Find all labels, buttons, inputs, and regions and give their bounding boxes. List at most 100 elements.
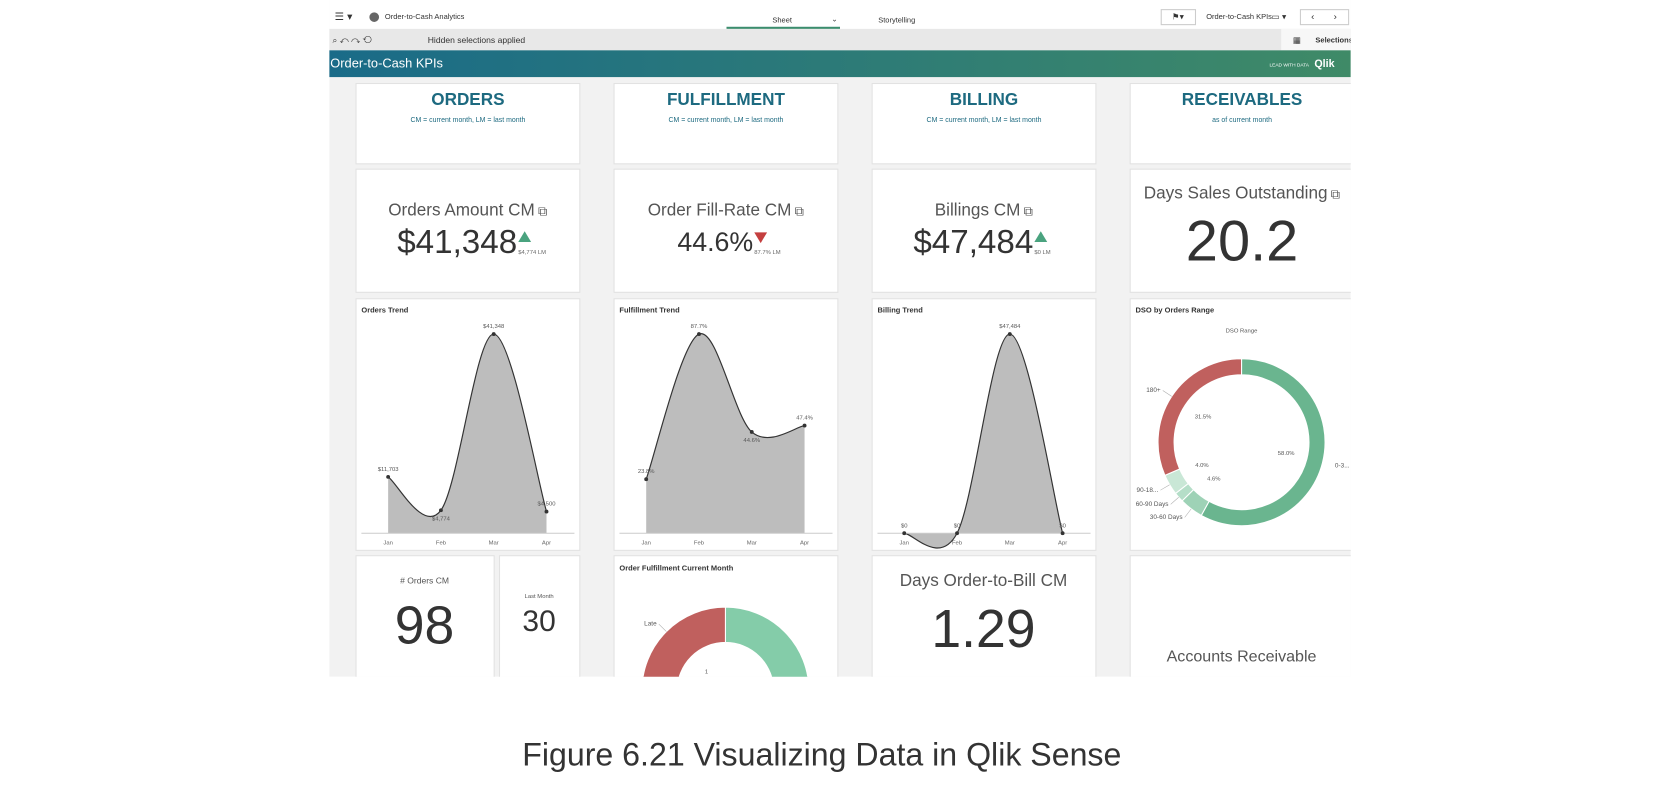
- active-tab-underline: [726, 26, 840, 29]
- section-subtitle: CM = current month, LM = last month: [410, 117, 525, 124]
- x-tick-label: Apr: [1058, 540, 1067, 546]
- data-label: $11,703: [378, 467, 400, 473]
- selections-tab[interactable]: [1281, 28, 1351, 51]
- menu-icon[interactable]: ☰ ▾: [335, 11, 354, 23]
- x-tick-label: Jan: [900, 540, 909, 546]
- data-label: $0: [1059, 523, 1066, 529]
- chart-title: DSO by Orders Range: [1136, 306, 1215, 315]
- panel: [1129, 555, 1351, 677]
- kpi-comparison: $0 LM: [1034, 250, 1050, 256]
- data-point: [439, 508, 443, 513]
- data-label: 1: [705, 669, 708, 675]
- trend-line: [645, 333, 805, 480]
- chart-title: Fulfillment Trend: [619, 306, 680, 315]
- data-label: $0: [901, 523, 908, 529]
- donut-slice: [642, 606, 726, 677]
- panel: [871, 82, 1097, 165]
- panel: [355, 82, 581, 165]
- data-label: 44.6%: [743, 438, 760, 444]
- hidden-selections-note: Hidden selections applied: [428, 35, 526, 45]
- external-link-icon[interactable]: ⧉: [1331, 186, 1340, 201]
- banner-title: Order-to-Cash KPIs: [330, 56, 443, 71]
- label-leader: [1170, 497, 1179, 505]
- prev-sheet[interactable]: ‹: [1311, 12, 1314, 23]
- section-subtitle: as of current month: [1212, 117, 1272, 124]
- data-point: [802, 423, 807, 428]
- x-tick-label: Feb: [952, 540, 963, 546]
- chart-title: Orders Trend: [361, 306, 408, 315]
- trend-line: [904, 333, 1064, 549]
- x-tick-label: Jan: [641, 540, 650, 546]
- category-label: 0-3...: [1335, 462, 1350, 469]
- tab-dropdown[interactable]: ⌄: [831, 14, 837, 23]
- next-sheet[interactable]: ›: [1334, 12, 1337, 23]
- data-label: 1: [705, 707, 708, 713]
- panel: [355, 555, 495, 677]
- kpi-title: # Orders CM: [400, 576, 449, 586]
- chart-title: Order Fulfillment Current Month: [619, 564, 733, 573]
- kpi-value: 98: [395, 597, 455, 656]
- data-label: 23.8%: [638, 469, 655, 475]
- kpi-title: Days Sales Outstanding: [1144, 182, 1328, 202]
- data-point: [955, 531, 959, 536]
- kpi-value: 30: [522, 605, 555, 638]
- kpi-value: 44.6%: [677, 227, 753, 257]
- panel: [613, 82, 839, 165]
- data-label: 4.6%: [1207, 477, 1221, 483]
- data-point: [902, 531, 907, 536]
- tab-sheet[interactable]: Sheet: [772, 15, 792, 24]
- chart-title: Billing Trend: [877, 306, 923, 315]
- data-label: $0: [954, 523, 961, 529]
- data-point: [544, 509, 549, 514]
- panel: [1129, 168, 1351, 293]
- kpi-title: Order Fill-Rate CM: [648, 199, 792, 219]
- kpi-value: $47,484: [913, 224, 1033, 261]
- label-leader: [1160, 484, 1170, 491]
- app-name[interactable]: Order-to-Cash Analytics: [385, 12, 465, 21]
- x-tick-label: Apr: [542, 540, 551, 546]
- kpi-title: Last Month: [525, 594, 554, 600]
- data-label: 47.4%: [796, 416, 813, 422]
- section-title: RECEIVABLES: [1182, 89, 1303, 109]
- kpi-comparison: 87.7% LM: [754, 250, 781, 256]
- toolbar-icons[interactable]: ⌕ ↶ ↷ ⟲: [332, 35, 372, 45]
- data-label: $4,500: [538, 502, 557, 508]
- kpi-value: $41,348: [397, 224, 517, 261]
- category-label: 90-18...: [1137, 487, 1159, 494]
- data-point: [1060, 531, 1065, 536]
- data-label: $41,348: [483, 324, 505, 330]
- sheet-icon: ▭ ▾: [1272, 11, 1287, 21]
- banner-tagline: LEAD WITH DATA: [1269, 63, 1309, 69]
- sheet-selector[interactable]: Order-to-Cash KPIs: [1206, 12, 1272, 21]
- data-label: $4,774: [432, 516, 451, 522]
- section-title: FULFILLMENT: [667, 89, 785, 109]
- nav-buttons[interactable]: [1299, 9, 1350, 26]
- trend-line: [387, 333, 548, 518]
- x-tick-label: Jan: [383, 540, 392, 546]
- tab-storytelling[interactable]: Storytelling: [878, 15, 915, 24]
- area-fill: [904, 334, 1063, 548]
- external-link-icon[interactable]: ⧉: [538, 203, 547, 218]
- x-tick-label: Mar: [1005, 540, 1015, 546]
- trend-indicator: [754, 232, 768, 244]
- external-link-icon[interactable]: ⧉: [795, 203, 804, 218]
- donut-legend-title: DSO Range: [1226, 328, 1258, 334]
- qlik-window: ☰ ▾ Order-to-Cash Analytics Sheet ⌄ Stor…: [329, 0, 1352, 713]
- panel: [613, 168, 839, 293]
- selections-label[interactable]: Selections: [1315, 36, 1352, 45]
- data-point: [1007, 332, 1012, 337]
- trend-indicator: [1034, 231, 1048, 242]
- section-subtitle: CM = current month, LM = last month: [927, 117, 1042, 124]
- kpi-comparison: $4,774 LM: [518, 250, 546, 256]
- category-label: 60-90 Days: [1136, 501, 1169, 508]
- data-label: $47,484: [999, 324, 1021, 330]
- external-link-icon[interactable]: ⧉: [1024, 203, 1033, 218]
- bookmark-button[interactable]: [1160, 9, 1197, 26]
- data-label: 87.7%: [691, 324, 708, 330]
- data-label: 58.0%: [1278, 451, 1295, 457]
- kpi-title: Billings CM: [935, 199, 1021, 219]
- category-label: Late: [644, 621, 657, 628]
- label-leader: [1184, 508, 1192, 518]
- kpi-value: 20.2: [1186, 209, 1299, 273]
